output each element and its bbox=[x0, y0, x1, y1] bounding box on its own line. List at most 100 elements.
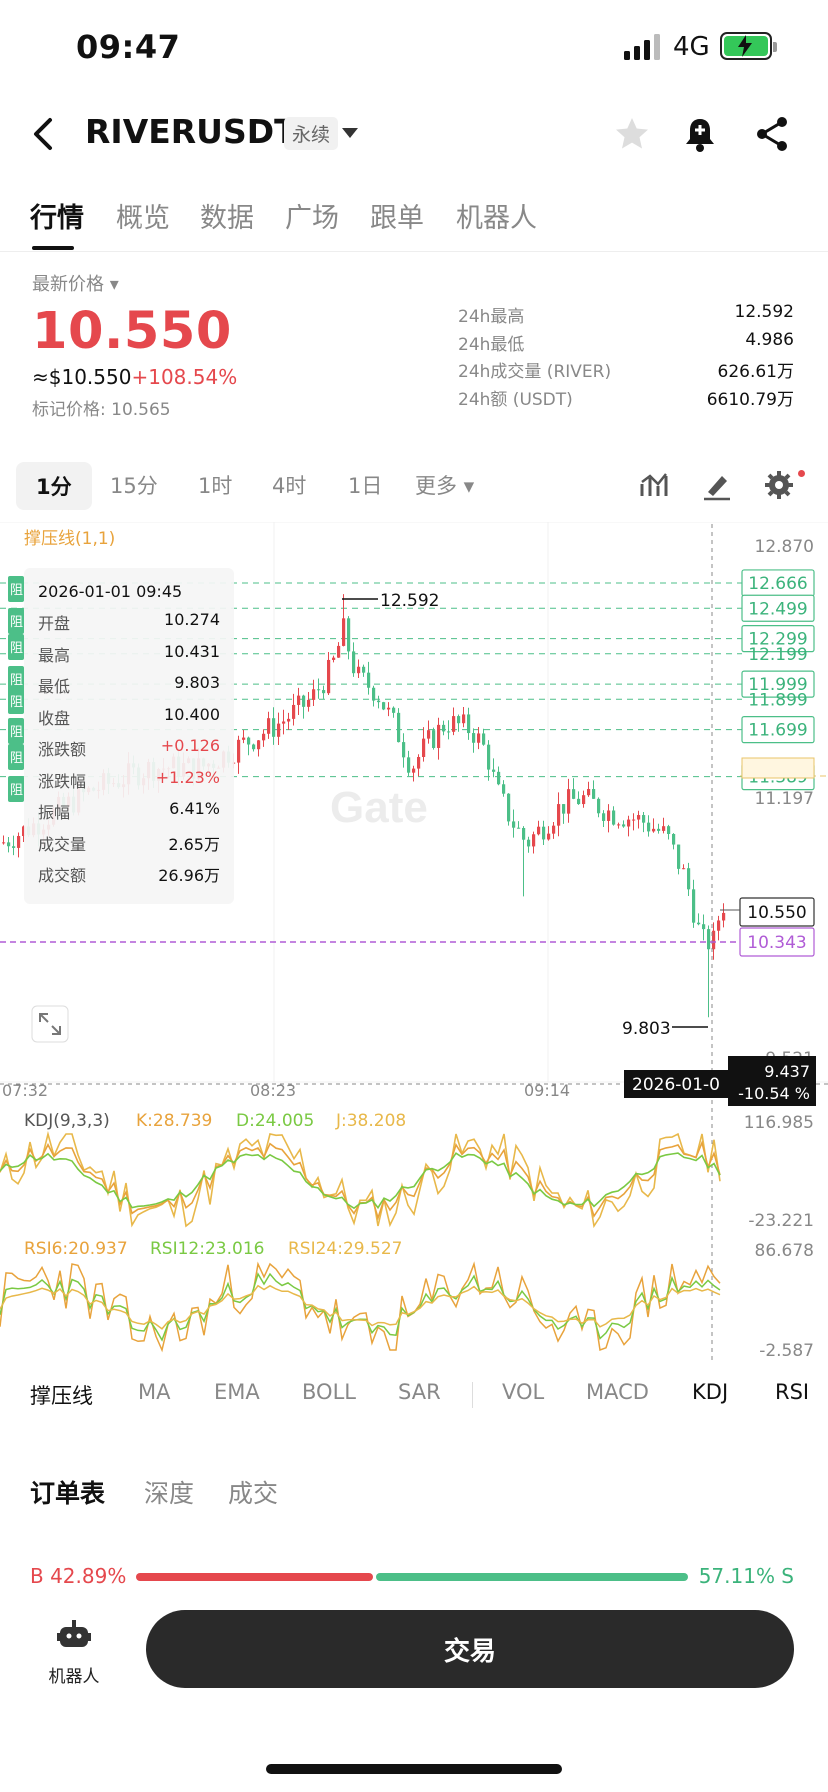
timeframe-1h[interactable]: 1时 bbox=[198, 474, 233, 498]
crosshair-change-text: -10.54 % bbox=[738, 1084, 810, 1103]
purple-price-tag-text: 10.343 bbox=[747, 933, 806, 953]
candle-body bbox=[492, 769, 496, 772]
crosshair-time-tag bbox=[624, 1070, 728, 1098]
star-icon[interactable] bbox=[612, 114, 652, 154]
candle-body bbox=[472, 733, 476, 743]
indicator-sar[interactable]: SAR bbox=[398, 1380, 441, 1404]
timeframe-1m[interactable]: 1分 bbox=[16, 462, 92, 510]
indicator-ema[interactable]: EMA bbox=[214, 1380, 260, 1404]
indicator-icon[interactable] bbox=[638, 468, 672, 502]
rsi24-line bbox=[0, 1284, 721, 1330]
candle-body bbox=[242, 737, 246, 740]
candle-body bbox=[262, 733, 266, 741]
divider bbox=[472, 1382, 473, 1408]
candle-body bbox=[622, 824, 626, 827]
battery-icon bbox=[720, 32, 777, 60]
candle-body bbox=[462, 714, 466, 724]
kdj-max: 116.985 bbox=[744, 1113, 814, 1133]
indicator-macd[interactable]: MACD bbox=[586, 1380, 649, 1404]
side-tag bbox=[8, 718, 24, 744]
candle-body bbox=[442, 724, 446, 732]
signal-icon bbox=[624, 34, 660, 60]
robot-label: 机器人 bbox=[48, 1667, 100, 1687]
candle-body bbox=[302, 695, 306, 707]
tab-trades[interactable]: 成交 bbox=[228, 1479, 279, 1508]
stat-row: 24h成交量 (RIVER) 626.61万 bbox=[458, 362, 794, 382]
candle-body bbox=[557, 804, 561, 826]
timeframe-15m[interactable]: 15分 bbox=[110, 474, 158, 498]
tab-overview[interactable]: 概览 bbox=[116, 203, 170, 234]
ohlc-row: 涨跌幅 +1.23% bbox=[38, 767, 220, 791]
buy-ratio-bar bbox=[136, 1573, 373, 1581]
candle-body bbox=[457, 716, 461, 724]
indicator-ma[interactable]: MA bbox=[138, 1380, 171, 1404]
side-tag-text: 阻 bbox=[10, 641, 23, 656]
gate-watermark: Gate bbox=[330, 783, 428, 832]
current-price-tag bbox=[739, 897, 815, 927]
network-type: 4G bbox=[673, 32, 710, 62]
indicator-support-resistance[interactable]: 撑压线 bbox=[30, 1384, 93, 1408]
usd-price: ≈$10.550 bbox=[32, 365, 132, 389]
candle-body bbox=[602, 813, 606, 821]
candle-body bbox=[252, 744, 256, 750]
indicator-boll[interactable]: BOLL bbox=[302, 1380, 356, 1404]
ohlc-tooltip: 2026-01-01 09:45 开盘 10.274 最高 10.431 最低 9.803… bbox=[24, 568, 234, 904]
draw-pen-icon[interactable] bbox=[700, 468, 734, 502]
tab-market[interactable]: 行情 bbox=[30, 203, 84, 234]
side-tag-text: 阻 bbox=[10, 751, 23, 766]
candle-body bbox=[307, 699, 311, 707]
timeframe-more[interactable]: 更多 ▾ bbox=[415, 474, 475, 498]
ohlc-time: 2026-01-01 09:45 bbox=[38, 582, 183, 601]
indicator-kdj[interactable]: KDJ bbox=[692, 1380, 729, 1404]
kdj-name: KDJ(9,3,3) bbox=[24, 1111, 110, 1131]
overlay-indicator-label: 撑压线(1,1) bbox=[24, 529, 115, 549]
robot-button[interactable]: 机器人 bbox=[44, 1618, 104, 1687]
symbol-title[interactable]: RIVERUSDT bbox=[85, 112, 297, 151]
trade-button[interactable]: 交易 bbox=[146, 1610, 794, 1688]
tab-order-book[interactable]: 订单表 bbox=[30, 1479, 106, 1508]
level-tag bbox=[741, 716, 815, 744]
price-alert-bell-icon[interactable] bbox=[680, 114, 720, 154]
stat-row: 24h最高 12.592 bbox=[458, 302, 794, 327]
kdj-k-value: K:28.739 bbox=[136, 1111, 212, 1131]
expand-icon[interactable] bbox=[31, 1005, 69, 1043]
indicator-vol[interactable]: VOL bbox=[502, 1380, 545, 1404]
candle-body bbox=[687, 868, 691, 890]
ohlc-row: 涨跌额 +0.126 bbox=[38, 736, 220, 759]
level-tag-text: 12.199 bbox=[748, 645, 807, 665]
level-tag bbox=[741, 594, 815, 622]
tab-bots[interactable]: 机器人 bbox=[456, 203, 537, 234]
time-label: 08:23 bbox=[250, 1081, 296, 1100]
candle-body bbox=[322, 690, 326, 694]
indicator-rsi[interactable]: RSI bbox=[775, 1380, 810, 1404]
back-arrow-icon[interactable] bbox=[28, 114, 60, 154]
candle-body bbox=[412, 768, 416, 773]
share-icon[interactable] bbox=[752, 114, 792, 154]
level-tag-text: 12.666 bbox=[748, 574, 807, 594]
candle-body bbox=[532, 834, 536, 847]
candle-body bbox=[317, 689, 321, 691]
tab-copy-trade[interactable]: 跟单 bbox=[370, 203, 424, 234]
level-tag-text: 11.999 bbox=[748, 675, 807, 695]
candle-body bbox=[677, 844, 681, 869]
candle-body bbox=[402, 742, 406, 758]
last-price-label[interactable]: 最新价格 ▾ bbox=[32, 274, 119, 295]
timeframe-1d[interactable]: 1日 bbox=[348, 474, 383, 498]
candle-body bbox=[392, 707, 396, 713]
candle-body bbox=[372, 687, 376, 701]
side-tag bbox=[8, 776, 24, 802]
tab-data[interactable]: 数据 bbox=[200, 203, 254, 234]
candle-body bbox=[642, 815, 646, 823]
settings-gear-icon[interactable] bbox=[762, 468, 796, 502]
candle-body bbox=[377, 700, 381, 703]
tab-square[interactable]: 广场 bbox=[285, 203, 339, 234]
buy-sell-ratio: B 42.89% 57.11% S bbox=[0, 1564, 828, 1590]
timeframe-4h[interactable]: 4时 bbox=[272, 474, 307, 498]
tab-depth[interactable]: 深度 bbox=[144, 1479, 195, 1508]
candle-body bbox=[607, 810, 611, 821]
candle-body bbox=[667, 826, 671, 834]
candle-body bbox=[407, 757, 411, 773]
stat-row: 24h额 (USDT) 6610.79万 bbox=[458, 389, 794, 410]
symbol-dropdown-icon[interactable] bbox=[342, 128, 358, 138]
